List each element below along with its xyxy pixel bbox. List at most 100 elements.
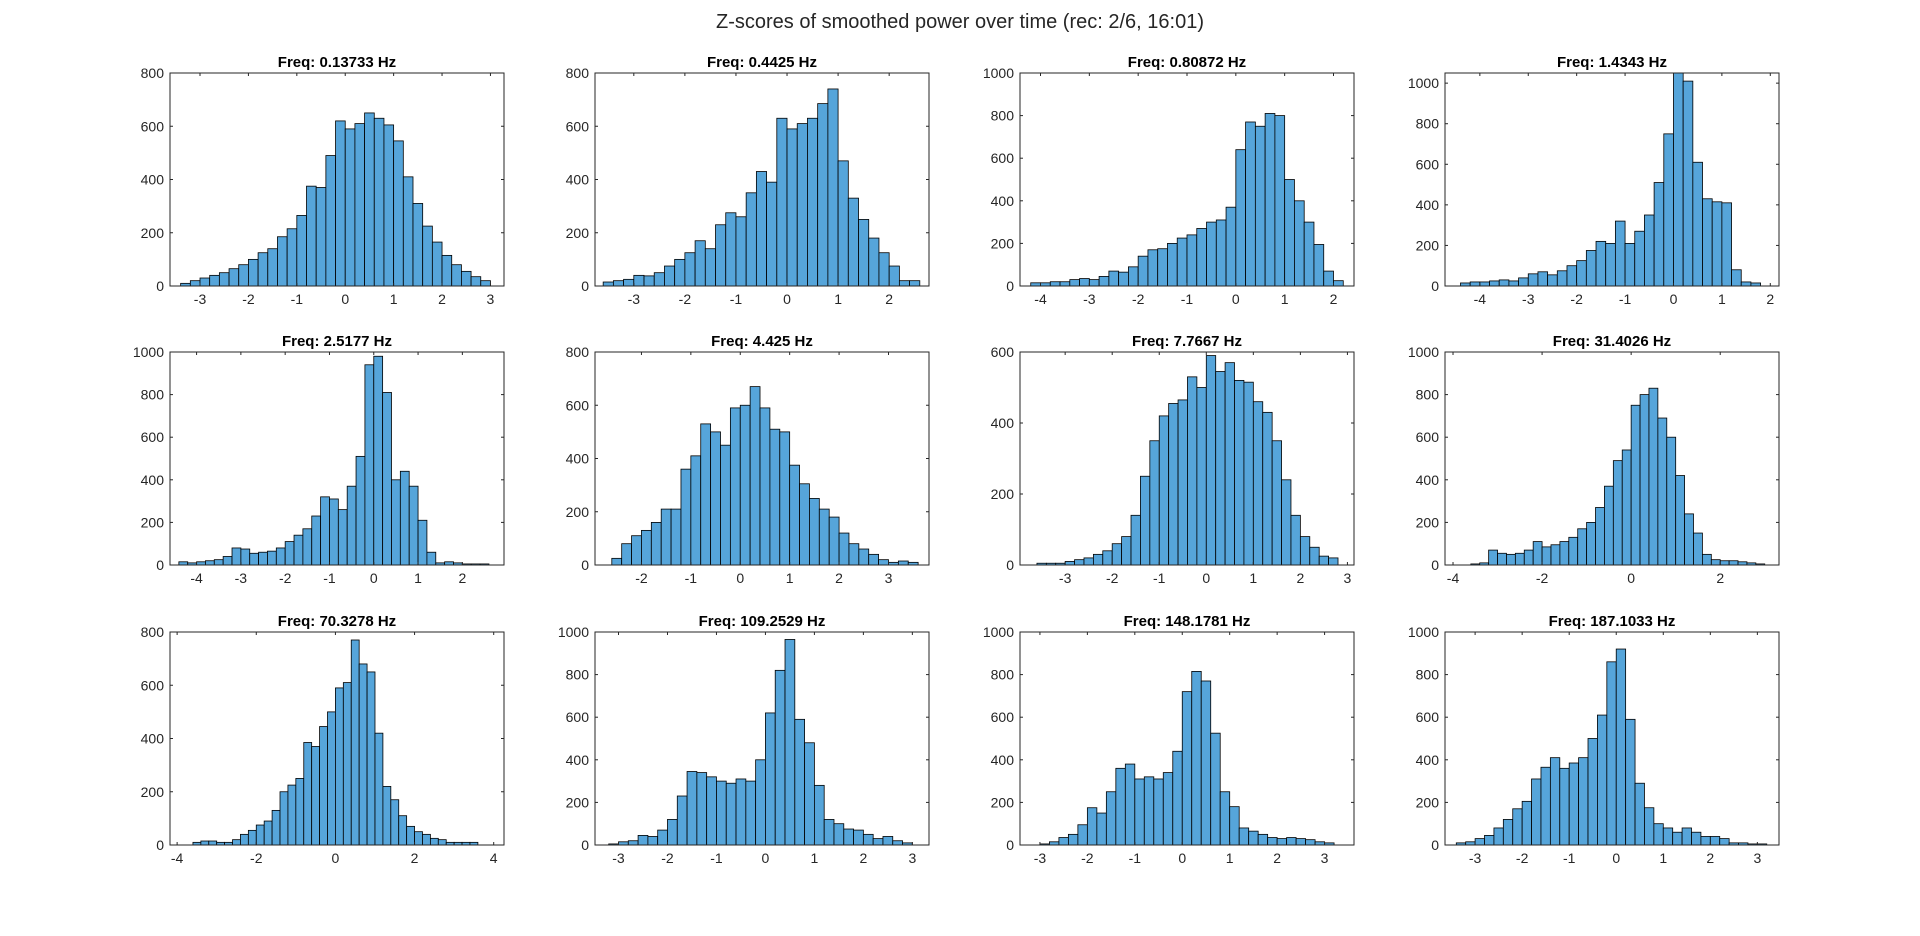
x-tick-label: 4 xyxy=(490,850,498,866)
histogram-bar xyxy=(715,224,727,287)
axes-box xyxy=(1019,631,1355,846)
histogram-bar xyxy=(337,509,348,566)
histogram-bar xyxy=(1318,555,1329,566)
y-tick-label: 400 xyxy=(991,752,1015,768)
histogram-bar xyxy=(311,515,322,566)
histogram-bar xyxy=(720,444,731,566)
histogram-bar xyxy=(735,216,747,287)
histogram-bar xyxy=(1064,561,1075,566)
x-tick-label: -3 xyxy=(194,291,207,307)
histogram-bar xyxy=(1143,776,1155,846)
x-tick-label: -1 xyxy=(1181,291,1194,307)
histogram-bar xyxy=(1067,833,1079,846)
x-tick-label: -2 xyxy=(1516,850,1529,866)
histogram-bar xyxy=(1225,206,1237,287)
histogram-bar xyxy=(1083,557,1094,566)
histogram-bar xyxy=(248,258,259,287)
histogram-bar xyxy=(1176,237,1188,287)
histogram-bar xyxy=(786,128,798,287)
histogram-bar xyxy=(319,726,328,846)
histogram-bar xyxy=(1514,552,1525,566)
histogram-bar xyxy=(1205,355,1217,566)
histogram-bar xyxy=(1096,812,1107,846)
y-tick-label: 0 xyxy=(581,837,589,853)
histogram-bar xyxy=(1219,791,1231,846)
x-tick-label: 3 xyxy=(487,291,495,307)
histogram-bar xyxy=(602,281,614,287)
histogram-bar xyxy=(1290,514,1301,566)
histogram-bar xyxy=(670,508,682,566)
histogram-bar xyxy=(414,831,423,846)
histogram-bar xyxy=(1172,750,1183,846)
histogram-bar xyxy=(729,407,741,566)
x-tick-label: -3 xyxy=(1059,570,1072,586)
histogram-bar xyxy=(823,819,835,846)
histogram-bar xyxy=(776,117,788,287)
histogram-bar xyxy=(286,228,298,287)
histogram-bar xyxy=(358,663,368,846)
histogram-bar xyxy=(284,541,295,566)
histogram-bar xyxy=(878,252,890,287)
histogram-bar xyxy=(1313,244,1325,287)
histogram-bar xyxy=(240,833,249,846)
histogram-bar xyxy=(1644,807,1655,846)
histogram-bar xyxy=(1267,837,1278,846)
histogram-bar xyxy=(1681,827,1692,846)
histogram-bar xyxy=(745,192,757,287)
histogram-bar xyxy=(398,815,408,846)
histogram-bar xyxy=(231,547,242,566)
histogram-bar xyxy=(1740,281,1752,287)
histogram-bar xyxy=(1111,543,1123,566)
histogram-bar xyxy=(1134,778,1145,846)
histogram-bar xyxy=(1210,732,1221,846)
subplot-11: Freq: 148.1781 Hz -3 -2 -1 0 1 2 3 0 200 400 600 800… xyxy=(983,613,1355,866)
subplot-title: Freq: 148.1781 Hz xyxy=(1124,613,1251,630)
x-tick-label: 3 xyxy=(1321,850,1329,866)
histogram-bar xyxy=(1550,544,1561,566)
histogram-bar xyxy=(1709,836,1721,846)
y-tick-label: 600 xyxy=(141,677,165,693)
x-tick-label: -2 xyxy=(250,850,263,866)
x-tick-label: 0 xyxy=(1627,570,1635,586)
histogram-bar xyxy=(1108,270,1120,287)
y-tick-label: 600 xyxy=(1416,709,1440,725)
histogram-bar xyxy=(382,392,392,566)
histogram-bar xyxy=(789,464,800,566)
subplot-4: Freq: 1.4343 Hz -4 -3 -2 -1 0 1 2 0 200 400 600 800 1… xyxy=(1408,54,1780,307)
x-tick-label: -2 xyxy=(1106,570,1119,586)
x-tick-label: -3 xyxy=(1469,850,1482,866)
x-tick-label: -2 xyxy=(661,850,674,866)
histogram-bar xyxy=(1248,830,1259,846)
histogram-bar xyxy=(1305,839,1316,846)
axes-box xyxy=(169,351,505,566)
histogram-bar xyxy=(263,820,273,846)
histogram-bar xyxy=(1663,133,1674,287)
histogram-bar xyxy=(1262,411,1273,566)
histogram-bar xyxy=(1215,219,1227,287)
histogram-bar xyxy=(315,187,327,287)
histogram-bar xyxy=(287,784,297,846)
histogram-bar xyxy=(228,268,240,287)
histogram-bar xyxy=(1187,376,1198,566)
histogram-bar xyxy=(612,280,625,287)
subplot-title: Freq: 4.425 Hz xyxy=(711,333,813,350)
histogram-bar xyxy=(858,219,870,287)
x-tick-label: 0 xyxy=(1202,570,1210,586)
histogram-bar xyxy=(674,258,686,287)
subplot-9: Freq: 70.3278 Hz -4 -2 0 2 4 0 200 400 600 800 xyxy=(141,613,505,866)
histogram-bar xyxy=(621,543,632,566)
histogram-bar xyxy=(1585,250,1597,287)
histogram-bar xyxy=(382,786,392,846)
subplot-10: Freq: 109.2529 Hz -3 -2 -1 0 1 2 3 0 200 400 600 800… xyxy=(558,613,930,866)
x-tick-label: -2 xyxy=(242,291,255,307)
y-tick-label: 200 xyxy=(991,486,1015,502)
histogram-bar xyxy=(1710,559,1721,566)
histogram-bar xyxy=(1254,125,1266,287)
histogram-bar xyxy=(258,551,268,566)
histogram-bar xyxy=(765,712,776,846)
y-tick-label: 0 xyxy=(156,557,164,573)
histogram-bar xyxy=(255,824,265,846)
histogram-bar xyxy=(1498,279,1510,287)
y-tick-label: 200 xyxy=(1416,237,1440,253)
